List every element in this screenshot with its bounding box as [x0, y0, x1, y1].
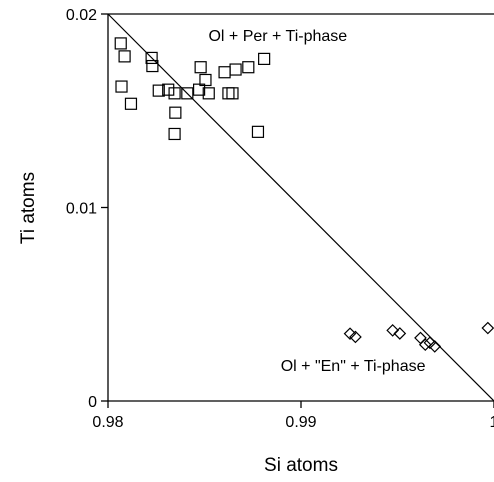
square-marker-point	[218, 66, 231, 79]
reference-diagonal-line	[107, 13, 494, 402]
square-marker-point	[146, 59, 159, 73]
square-marker-point	[251, 125, 265, 138]
region-annotation-label: Ol + Per + Ti-phase	[208, 28, 347, 45]
x-tick-label: 0.98	[92, 414, 123, 431]
square-marker-point	[124, 97, 138, 110]
square-marker-point	[145, 51, 158, 65]
diamond-marker-point	[418, 338, 432, 352]
square-marker-point	[169, 106, 182, 119]
square-marker-point	[199, 73, 212, 87]
square-marker-point	[114, 37, 127, 50]
square-marker-point	[242, 61, 255, 74]
x-axis-title: Si atoms	[264, 455, 338, 476]
diamond-marker-point	[423, 336, 437, 350]
square-marker-point	[194, 61, 207, 74]
x-tick-label: 0.99	[285, 414, 316, 431]
diamond-marker-point	[386, 324, 400, 337]
diamond-marker-point	[414, 331, 427, 345]
diamond-marker-point	[393, 327, 407, 340]
square-marker-point	[162, 83, 175, 96]
square-marker-point	[168, 127, 181, 141]
square-marker-point	[192, 83, 206, 96]
region-annotation-label: Ol + "En" + Ti-phase	[281, 358, 426, 375]
diamond-marker-point	[481, 321, 494, 335]
square-marker-point	[152, 84, 165, 97]
square-marker-point	[168, 87, 181, 100]
diamond-marker-point	[349, 330, 362, 344]
diamond-marker-point	[428, 340, 442, 353]
square-marker-point	[226, 87, 239, 100]
square-marker-point	[181, 87, 194, 100]
axis-ticks: 0.98 0.99 1 0 0.01 0.02	[66, 7, 494, 431]
square-marker-point	[118, 50, 131, 63]
x-tick-label: 1	[490, 414, 494, 431]
y-tick-label: 0.01	[66, 201, 97, 218]
y-tick-label: 0.02	[66, 7, 97, 24]
square-marker-point	[202, 87, 215, 100]
square-marker-point	[258, 52, 271, 65]
square-marker-point	[115, 80, 128, 93]
square-marker-point	[222, 87, 235, 100]
y-axis-title: Ti atoms	[18, 172, 39, 244]
diamond-marker-point	[343, 327, 357, 341]
region-labels: Ol + Per + Ti-phase Ol + "En" + Ti-phase	[208, 28, 425, 375]
y-tick-label: 0	[88, 394, 97, 411]
square-marker-point	[229, 63, 242, 76]
data-points	[114, 37, 494, 353]
